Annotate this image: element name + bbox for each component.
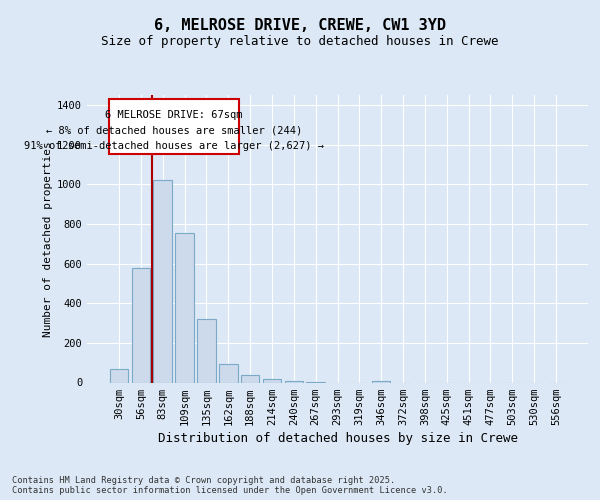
- Text: 91% of semi-detached houses are larger (2,627) →: 91% of semi-detached houses are larger (…: [24, 140, 324, 150]
- Text: Contains HM Land Registry data © Crown copyright and database right 2025.
Contai: Contains HM Land Registry data © Crown c…: [12, 476, 448, 495]
- Bar: [219, 364, 238, 382]
- Bar: [175, 233, 194, 382]
- FancyBboxPatch shape: [109, 99, 239, 154]
- Y-axis label: Number of detached properties: Number of detached properties: [43, 141, 53, 336]
- Bar: [372, 380, 391, 382]
- Bar: [197, 319, 216, 382]
- Text: 6, MELROSE DRIVE, CREWE, CW1 3YD: 6, MELROSE DRIVE, CREWE, CW1 3YD: [154, 18, 446, 32]
- Text: ← 8% of detached houses are smaller (244): ← 8% of detached houses are smaller (244…: [46, 125, 302, 135]
- Bar: [284, 381, 303, 382]
- Bar: [131, 268, 150, 382]
- Text: 6 MELROSE DRIVE: 67sqm: 6 MELROSE DRIVE: 67sqm: [106, 110, 243, 120]
- Text: Size of property relative to detached houses in Crewe: Size of property relative to detached ho…: [101, 35, 499, 48]
- Bar: [154, 180, 172, 382]
- Bar: [241, 374, 259, 382]
- Bar: [263, 379, 281, 382]
- X-axis label: Distribution of detached houses by size in Crewe: Distribution of detached houses by size …: [157, 432, 517, 445]
- Bar: [110, 368, 128, 382]
